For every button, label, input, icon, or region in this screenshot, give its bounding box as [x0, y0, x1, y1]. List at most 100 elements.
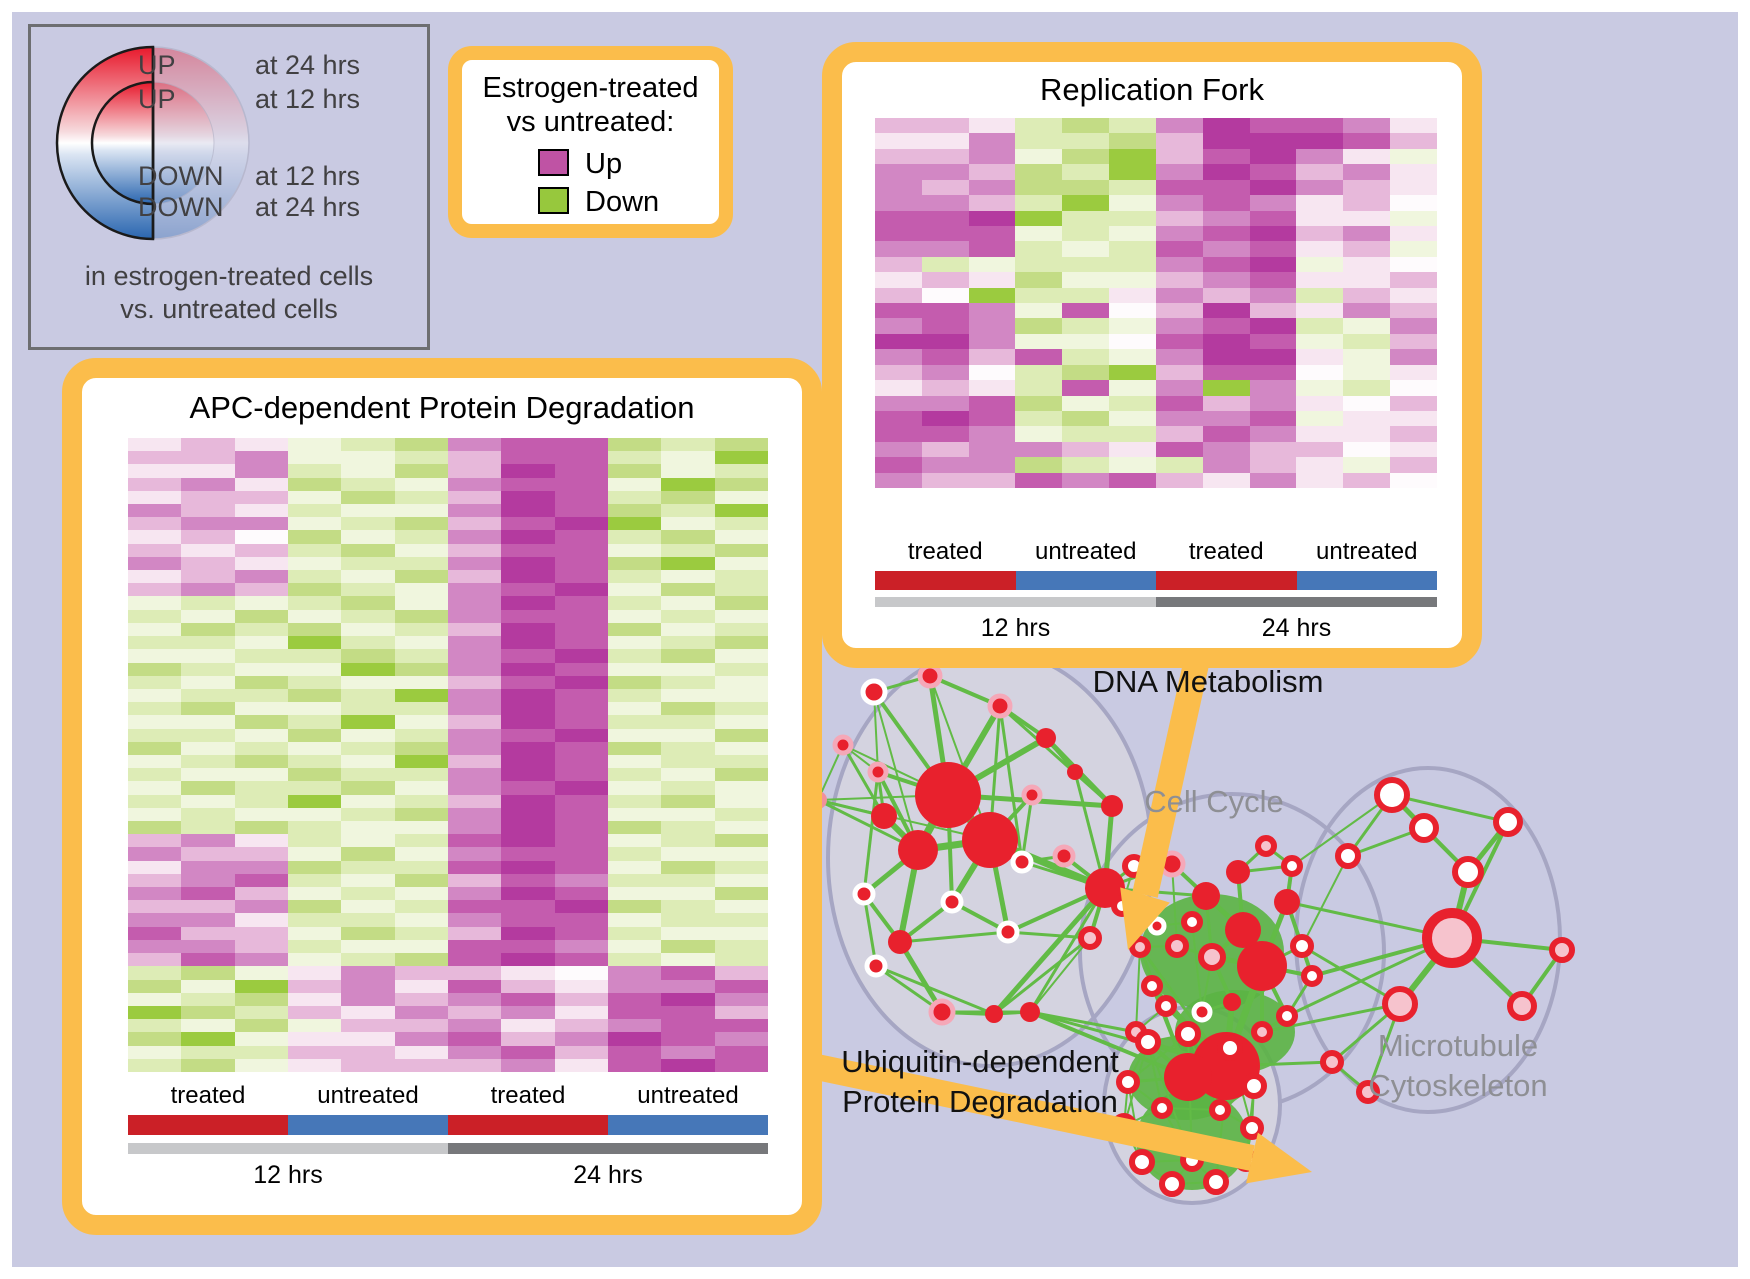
- heatmap-cell: [714, 451, 768, 465]
- heatmap-cell: [341, 953, 395, 967]
- heatmap-cell: [287, 702, 342, 716]
- heatmap-cell: [554, 794, 608, 808]
- gene-node-pink-ring: [1021, 784, 1043, 806]
- heatmap-cell: [1202, 225, 1250, 242]
- gene-node-donut: [1155, 995, 1177, 1017]
- heatmap-cell: [128, 1032, 182, 1046]
- heatmap-cell: [287, 464, 342, 478]
- heatmap-cell: [181, 715, 235, 729]
- heatmap-cell: [1015, 225, 1063, 242]
- heatmap-cell: [1343, 349, 1391, 365]
- heatmap-cell: [234, 1005, 288, 1020]
- heatmap-cell: [501, 939, 555, 954]
- heatmap-cell: [968, 380, 1016, 396]
- heatmap-cell: [554, 913, 608, 927]
- heatmap-cell: [1296, 179, 1344, 196]
- ubiquitin-label-line2: Protein Degradation: [842, 1084, 1118, 1119]
- heatmap-cell: [1155, 380, 1203, 396]
- heatmap-cell: [714, 583, 768, 597]
- heatmap-cell: [714, 873, 768, 888]
- heatmap-cell: [234, 794, 288, 808]
- heatmap-cell: [607, 781, 662, 795]
- gene-node-solid: [962, 812, 1018, 868]
- connector-arrow-shaft-2: [809, 1053, 1255, 1171]
- gene-node-donut: [1281, 855, 1303, 877]
- heatmap-cell: [181, 556, 235, 571]
- gene-node-solid: [1036, 728, 1056, 748]
- heatmap-cell: [554, 821, 608, 835]
- heatmap-cell: [287, 451, 342, 465]
- heatmap-cell: [661, 622, 715, 637]
- heatmap-cell: [714, 768, 768, 782]
- heatmap-cell: [128, 926, 182, 940]
- heatmap-cell: [1202, 118, 1250, 134]
- network-edge: [929, 675, 991, 841]
- heatmap-cell: [234, 702, 288, 716]
- heatmap-cell: [128, 953, 182, 967]
- heatmap-cell: [714, 1019, 768, 1033]
- heatmap-cell: [875, 210, 922, 226]
- heatmap-cell: [501, 504, 555, 518]
- heatmap-cell: [1155, 256, 1203, 273]
- heatmap-cell: [607, 517, 662, 531]
- heatmap-cell: [607, 939, 662, 954]
- heatmap-cell: [128, 451, 182, 465]
- heatmap-cell: [341, 517, 395, 531]
- heatmap-cell: [341, 715, 395, 729]
- heatmap-cell: [234, 636, 288, 650]
- heatmap-cell: [1155, 472, 1203, 488]
- heatmap-cell: [287, 688, 342, 703]
- network-edge: [1301, 855, 1349, 947]
- heatmap-cell: [341, 807, 395, 822]
- heatmap-cell: [341, 1045, 395, 1059]
- heatmap-cell: [341, 596, 395, 610]
- apc-untreated-bar-12: [288, 1115, 448, 1135]
- heatmap-cell: [968, 287, 1016, 303]
- heatmap-cell: [1202, 426, 1250, 442]
- heatmap-cell: [921, 225, 969, 242]
- heatmap-cell: [714, 728, 768, 742]
- heatmap-cell: [1015, 256, 1063, 273]
- heatmap-cell: [875, 457, 922, 473]
- heatmap-cell: [1109, 118, 1156, 134]
- heatmap-cell: [968, 364, 1016, 381]
- heatmap-cell: [968, 395, 1016, 411]
- heatmap-cell: [921, 472, 969, 488]
- heatmap-cell: [607, 926, 662, 940]
- heatmap-cell: [234, 768, 288, 782]
- heatmap-cell: [181, 1032, 235, 1046]
- heatmap-cell: [921, 179, 969, 196]
- rf-group-untreated-12: untreated: [1035, 538, 1137, 565]
- heatmap-cell: [1249, 364, 1297, 381]
- gene-node-donut-pink: [1198, 943, 1226, 971]
- heatmap-cell: [1062, 225, 1110, 242]
- gene-node-donut: [1135, 1029, 1161, 1055]
- gene-node-solid: [1223, 993, 1241, 1011]
- heatmap-cell: [287, 1058, 342, 1072]
- heatmap-cell: [968, 133, 1016, 149]
- heatmap-cell: [661, 754, 715, 769]
- heatmap-cell: [341, 860, 395, 874]
- heatmap-cell: [181, 504, 235, 518]
- heatmap-cell: [1109, 210, 1156, 226]
- heatmap-cell: [501, 596, 555, 610]
- heatmap-cell: [447, 1045, 502, 1059]
- heatmap-cell: [1249, 441, 1297, 458]
- heatmap-cell: [287, 979, 342, 993]
- heatmap-cell: [554, 662, 608, 676]
- heatmap-cell: [714, 530, 768, 544]
- heatmap-cell: [341, 477, 395, 491]
- heatmap-cell: [714, 609, 768, 623]
- heatmap-cell: [341, 583, 395, 597]
- heatmap-cell: [1015, 380, 1063, 396]
- heatmap-cell: [554, 926, 608, 940]
- heatmap-cell: [875, 225, 922, 242]
- heatmap-cell: [607, 913, 662, 927]
- heatmap-cell: [1202, 272, 1250, 288]
- heatmap-cell: [661, 530, 715, 544]
- heatmap-cell: [1343, 364, 1391, 381]
- heatmap-cell: [501, 992, 555, 1006]
- heatmap-cell: [1296, 133, 1344, 149]
- gene-node-solid: [1237, 941, 1287, 991]
